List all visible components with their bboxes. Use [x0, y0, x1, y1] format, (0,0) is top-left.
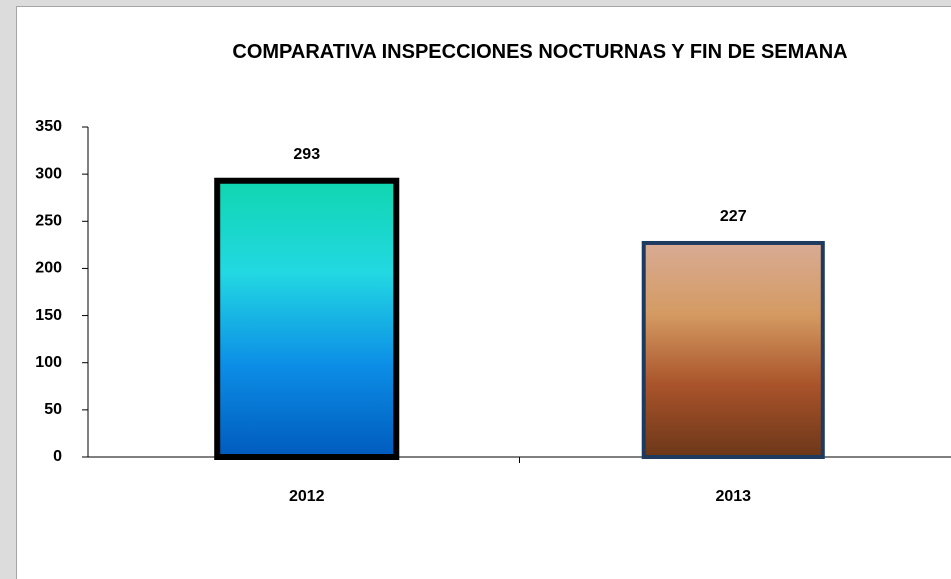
bar	[641, 240, 825, 459]
y-tick-label: 350	[35, 118, 62, 135]
bar	[214, 177, 400, 460]
data-label: 227	[720, 208, 747, 225]
data-label: 293	[293, 146, 320, 163]
x-tick-label: 2012	[289, 488, 325, 505]
y-tick-label: 200	[35, 260, 62, 277]
y-tick-label: 0	[53, 448, 62, 465]
y-tick-label: 100	[35, 354, 62, 371]
x-tick-label: 2013	[715, 488, 751, 505]
chart-title: COMPARATIVA INSPECCIONES NOCTURNAS Y FIN…	[232, 41, 848, 63]
y-tick-label: 300	[35, 165, 62, 182]
y-tick-label: 150	[35, 307, 62, 324]
y-tick-label: 50	[44, 401, 62, 418]
y-tick-label: 250	[35, 213, 62, 230]
